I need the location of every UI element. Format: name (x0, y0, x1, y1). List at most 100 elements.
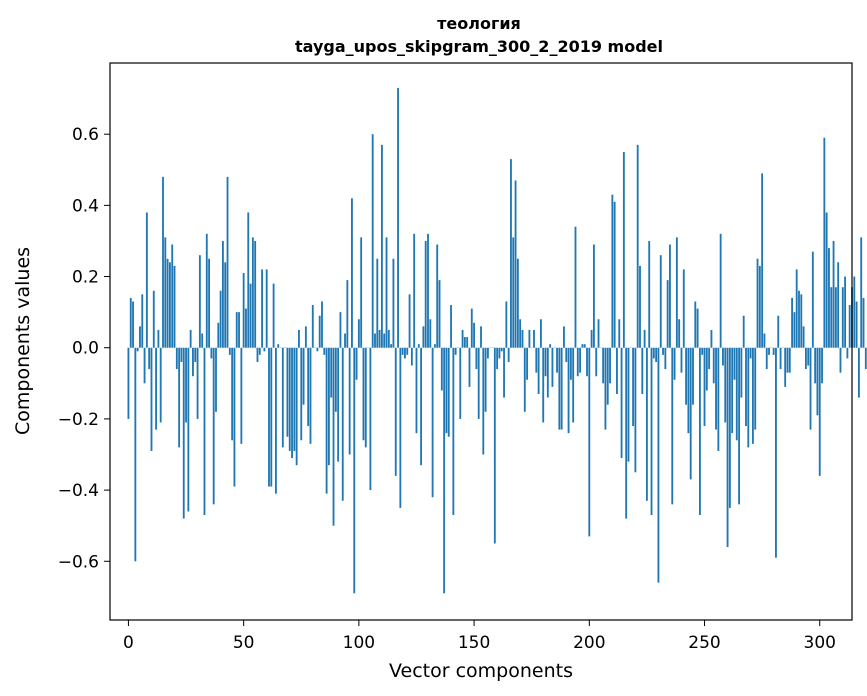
bar-188 (560, 347, 563, 430)
bar-302 (823, 137, 826, 348)
bar-41 (221, 240, 224, 348)
bar-268 (745, 347, 747, 427)
bar-201 (590, 329, 593, 348)
bar-253 (710, 329, 713, 348)
bar-74 (298, 329, 300, 348)
bar-295 (807, 347, 810, 366)
bar-18 (168, 262, 171, 348)
bar-46 (233, 347, 236, 487)
bar-172 (523, 347, 526, 412)
bar-94 (344, 333, 346, 348)
bar-221 (636, 144, 639, 348)
bar-270 (749, 347, 752, 359)
bar-251 (705, 347, 708, 391)
bar-290 (795, 269, 798, 348)
bar-123 (410, 347, 413, 366)
bar-95 (346, 280, 349, 348)
y-tick-label: 0.4 (72, 196, 99, 216)
bar-258 (722, 347, 724, 366)
bar-176 (533, 329, 535, 348)
bar-127 (420, 347, 423, 466)
bar-206 (602, 347, 605, 384)
bar-113 (387, 329, 390, 348)
bar-215 (622, 151, 625, 348)
bar-98 (353, 347, 356, 594)
bar-199 (586, 347, 588, 377)
bar-48 (238, 312, 240, 348)
bar-173 (526, 347, 529, 380)
bar-3 (134, 347, 137, 562)
bar-254 (712, 347, 715, 384)
bar-182 (546, 347, 549, 398)
bar-133 (433, 344, 436, 348)
bar-212 (616, 347, 618, 394)
bar-236 (671, 347, 674, 505)
bar-107 (374, 333, 376, 348)
bar-10 (150, 347, 153, 451)
y-tick-label: 0.2 (72, 268, 99, 288)
bar-243 (687, 347, 690, 434)
bar-156 (486, 347, 489, 359)
bar-310 (841, 287, 844, 348)
bar-100 (357, 319, 360, 348)
bar-22 (178, 347, 181, 448)
bar-294 (804, 347, 807, 370)
bar-277 (765, 347, 768, 370)
bar-124 (413, 233, 416, 348)
bar-168 (514, 180, 517, 348)
bar-299 (816, 347, 819, 416)
bar-102 (362, 347, 365, 441)
bar-304 (828, 248, 830, 348)
bar-159 (493, 347, 496, 544)
bar-45 (231, 347, 234, 441)
bar-282 (777, 315, 780, 348)
bar-162 (500, 347, 503, 352)
bar-11 (152, 290, 155, 348)
bar-93 (341, 347, 344, 501)
bar-308 (837, 262, 840, 348)
bar-32 (201, 333, 204, 348)
bar-229 (655, 347, 658, 362)
y-tick-label: 0.0 (72, 339, 99, 359)
bar-224 (643, 329, 646, 348)
bar-84 (321, 301, 323, 348)
bar-191 (567, 347, 570, 434)
bar-52 (247, 212, 250, 348)
bar-128 (422, 326, 425, 348)
bar-90 (334, 347, 337, 412)
bar-232 (662, 347, 664, 355)
bar-70 (288, 347, 291, 451)
bar-316 (855, 301, 858, 348)
bar-5 (139, 326, 141, 348)
bar-88 (330, 347, 333, 398)
bar-111 (383, 333, 386, 348)
bar-298 (814, 347, 817, 384)
bar-0 (127, 347, 130, 419)
bar-121 (406, 347, 409, 355)
bar-311 (844, 276, 847, 348)
bar-152 (477, 347, 480, 419)
bar-186 (556, 347, 558, 373)
bar-147 (466, 337, 469, 348)
bar-82 (316, 347, 319, 352)
bar-264 (735, 347, 738, 441)
bar-320 (864, 347, 867, 370)
bar-255 (715, 347, 717, 430)
bar-33 (203, 347, 206, 516)
bar-99 (355, 347, 358, 380)
bar-132 (431, 347, 434, 498)
bar-92 (339, 312, 342, 348)
bar-196 (579, 347, 582, 373)
bar-160 (496, 347, 499, 370)
bar-36 (210, 347, 213, 359)
bar-225 (645, 347, 648, 501)
bar-17 (166, 258, 169, 348)
bar-287 (788, 347, 791, 373)
bar-86 (325, 347, 328, 494)
bar-281 (775, 347, 777, 558)
bar-39 (217, 322, 220, 348)
x-axis-ticks: 0 50 100 150 200 250 300 (123, 620, 836, 653)
bar-292 (800, 294, 803, 348)
bar-139 (447, 347, 450, 437)
bar-14 (159, 347, 162, 423)
